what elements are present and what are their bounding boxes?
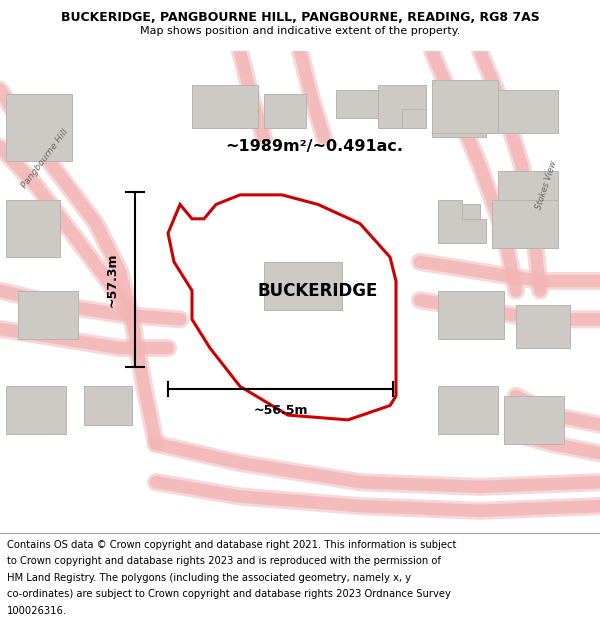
Bar (6, 199, 60, 257)
Bar (498, 171, 558, 204)
Bar (18, 291, 78, 339)
Bar (498, 89, 558, 132)
Bar (84, 386, 132, 424)
Text: co-ordinates) are subject to Crown copyright and database rights 2023 Ordnance S: co-ordinates) are subject to Crown copyr… (7, 589, 451, 599)
Polygon shape (378, 85, 426, 128)
Polygon shape (438, 199, 486, 242)
Bar (6, 94, 72, 161)
Polygon shape (492, 199, 558, 248)
Bar (264, 94, 306, 128)
Bar (336, 89, 384, 118)
Bar (264, 262, 342, 310)
Bar (504, 396, 564, 444)
Bar (432, 89, 486, 138)
Text: ~1989m²/~0.491ac.: ~1989m²/~0.491ac. (225, 139, 403, 154)
Bar (438, 204, 480, 242)
Bar (6, 386, 66, 434)
Text: 100026316.: 100026316. (7, 606, 67, 616)
Bar (378, 89, 426, 128)
Text: Map shows position and indicative extent of the property.: Map shows position and indicative extent… (140, 26, 460, 36)
Bar (516, 305, 570, 348)
Polygon shape (432, 80, 498, 132)
Text: Stokes View: Stokes View (534, 160, 558, 211)
Text: BUCKERIDGE, PANGBOURNE HILL, PANGBOURNE, READING, RG8 7AS: BUCKERIDGE, PANGBOURNE HILL, PANGBOURNE,… (61, 11, 539, 24)
Text: HM Land Registry. The polygons (including the associated geometry, namely x, y: HM Land Registry. The polygons (includin… (7, 572, 411, 582)
Text: Pangbourne Hill: Pangbourne Hill (20, 127, 70, 190)
Text: to Crown copyright and database rights 2023 and is reproduced with the permissio: to Crown copyright and database rights 2… (7, 556, 441, 566)
Bar (492, 204, 546, 248)
Bar (438, 386, 498, 434)
Text: BUCKERIDGE: BUCKERIDGE (258, 282, 378, 299)
Bar (438, 291, 504, 339)
Text: ~56.5m: ~56.5m (253, 404, 308, 417)
Text: Contains OS data © Crown copyright and database right 2021. This information is : Contains OS data © Crown copyright and d… (7, 539, 457, 549)
Bar (192, 85, 258, 128)
Text: ~57.3m: ~57.3m (106, 253, 119, 307)
